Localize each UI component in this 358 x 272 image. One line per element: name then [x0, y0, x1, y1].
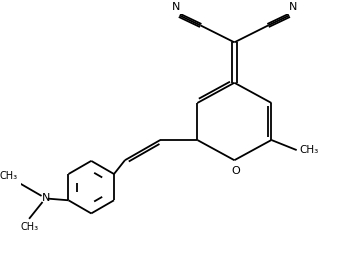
Text: N: N [42, 193, 50, 203]
Text: N: N [289, 2, 297, 12]
Text: N: N [172, 2, 180, 12]
Text: CH₃: CH₃ [299, 145, 319, 155]
Text: CH₃: CH₃ [0, 171, 17, 181]
Text: O: O [232, 166, 241, 176]
Text: CH₃: CH₃ [20, 222, 38, 232]
